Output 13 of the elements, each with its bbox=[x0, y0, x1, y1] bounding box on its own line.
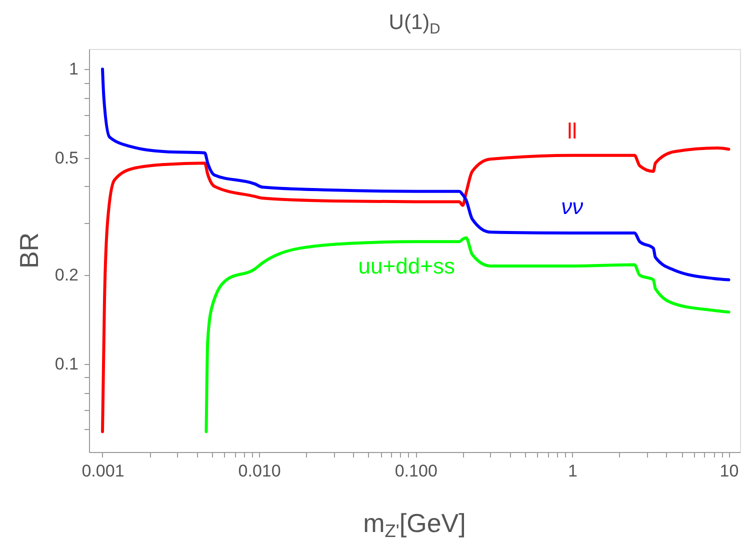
y-axis-title: BR bbox=[14, 232, 44, 269]
y-tick-label: 0.2 bbox=[54, 266, 78, 285]
x-tick-label: 10 bbox=[720, 462, 739, 480]
x-tick-label: 0.100 bbox=[394, 462, 438, 480]
x-tick-label: 0.001 bbox=[82, 462, 124, 480]
y-tick-label: 0.5 bbox=[54, 148, 78, 168]
series-label: ll bbox=[567, 118, 578, 144]
x-tick-label: 1 bbox=[568, 462, 578, 480]
x-tick-label: 0.010 bbox=[238, 462, 281, 480]
y-tick-label: 0.1 bbox=[54, 354, 78, 374]
y-tick-label: 1 bbox=[69, 60, 78, 79]
series-label: νν bbox=[561, 194, 584, 220]
series-label: uu+dd+ss bbox=[358, 254, 455, 279]
